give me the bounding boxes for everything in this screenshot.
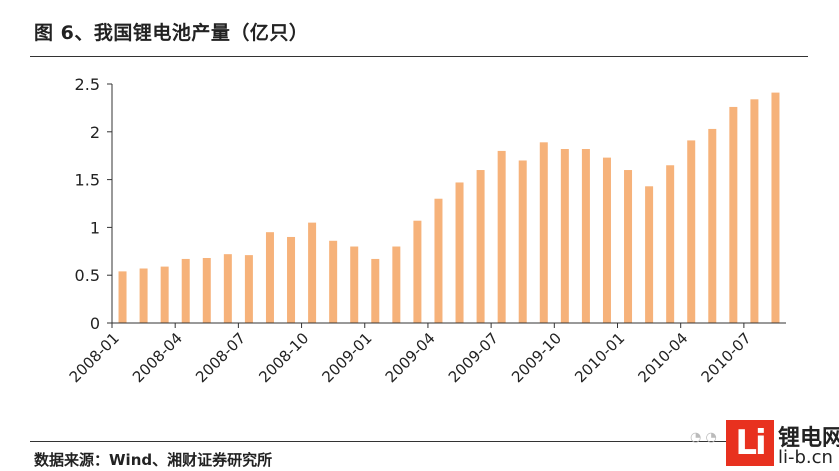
bar-2009-02: [392, 246, 401, 323]
x-tick-label: 2010-01: [571, 329, 628, 386]
bar-2008-06: [223, 254, 232, 323]
y-tick-label: 0.5: [75, 266, 100, 285]
bar-2010-06: [729, 106, 738, 323]
bar-2009-07: [497, 150, 506, 323]
x-tick-label: 2010-07: [698, 329, 755, 386]
x-tick-label: 2010-04: [634, 329, 691, 386]
y-tick-label: 1.5: [75, 171, 100, 190]
bar-2008-07: [244, 255, 253, 323]
bar-2010-02: [645, 186, 654, 323]
y-tick-label: 2: [90, 123, 100, 142]
x-tick-label: 2008-10: [255, 329, 312, 386]
bar-2010-04: [687, 140, 696, 323]
bar-2008-01: [118, 271, 127, 323]
x-axis: 2008-01 2008-04 2008-07 2008-10 2009-01 2009-…: [66, 323, 755, 386]
bar-2009-12: [602, 157, 611, 323]
x-tick-label: 2008-01: [66, 329, 123, 386]
x-tick-label: 2008-04: [129, 329, 186, 386]
bar-2008-03: [160, 266, 169, 323]
bar-2009-06: [476, 170, 485, 323]
bar-2010-03: [666, 165, 675, 323]
bar-2008-12: [350, 246, 359, 323]
y-tick-label: 2.5: [75, 75, 100, 94]
bar-2008-09: [287, 236, 296, 323]
bar-2010-07: [750, 99, 759, 324]
bar-2009-10: [560, 149, 569, 323]
y-tick-label: 0: [90, 314, 100, 333]
source-note: 数据来源：Wind、湘财证券研究所: [34, 451, 273, 469]
footer-divider: [30, 441, 730, 442]
bar-2008-05: [202, 257, 211, 323]
bar-2009-11: [581, 149, 590, 323]
bar-series: [118, 92, 780, 324]
bar-2010-01: [624, 170, 633, 323]
bar-2008-04: [181, 258, 190, 323]
bar-2008-02: [139, 268, 148, 323]
site-name[interactable]: 锂电网: [778, 426, 839, 451]
chart-title: 图 6、我国锂电池产量（亿只）: [34, 22, 309, 44]
bar-2008-11: [329, 240, 338, 323]
site-logo-icon[interactable]: Li: [726, 420, 774, 466]
bar-2010-05: [708, 128, 717, 323]
y-axis: 0 0.5 1 1.5 2 2.5: [75, 75, 112, 333]
bar-2009-05: [455, 182, 464, 323]
bar-2009-04: [434, 198, 443, 323]
bar-2008-10: [308, 222, 317, 323]
x-tick-label: 2009-04: [382, 329, 439, 386]
bar-2010-08: [771, 92, 780, 323]
bar-2009-08: [518, 160, 527, 323]
bar-2008-08: [265, 232, 274, 323]
x-tick-label: 2009-01: [319, 329, 376, 386]
x-tick-label: 2009-10: [508, 329, 565, 386]
bar-2009-03: [413, 220, 422, 323]
y-tick-label: 1: [90, 218, 100, 237]
wechat-watermark-icon: ◔ ◔: [690, 430, 717, 445]
title-divider: [30, 56, 808, 57]
site-domain[interactable]: li-b.cn: [778, 447, 833, 468]
x-tick-label: 2008-07: [192, 329, 249, 386]
axis-lines: [111, 84, 786, 324]
bar-2009-01: [371, 258, 380, 323]
bar-2009-09: [539, 142, 548, 323]
bar-chart: 0 0.5 1 1.5 2 2.5 2008-01 2008-04 2008-07 2008-1…: [66, 75, 786, 386]
x-tick-label: 2009-07: [445, 329, 502, 386]
